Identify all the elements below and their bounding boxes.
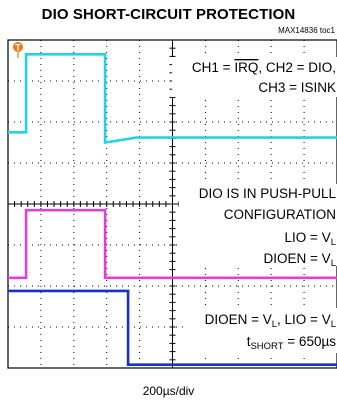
- figure-id: MAX14836 toc1: [278, 26, 335, 35]
- channel-legend-box: CH1 = IRQ, CH2 = DIO, CH3 = ISINK: [172, 57, 337, 97]
- short-annotation-box: DIOEN = VL, LIO = VL tSHORT = 650µs: [183, 308, 337, 353]
- traces: [8, 52, 337, 367]
- dioen-condition: DIOEN = VL: [264, 251, 336, 269]
- dioen-lio-condition: DIOEN = VL, LIO = VL: [205, 312, 336, 330]
- irq-overline-label: IRQ: [234, 60, 258, 75]
- trigger-marker-label: T: [15, 43, 21, 53]
- channel-legend-line-2: CH3 = ISINK: [258, 80, 336, 95]
- channel-legend-line-1: CH1 = IRQ, CH2 = DIO,: [192, 60, 336, 75]
- annotations: CH1 = IRQ, CH2 = DIO, CH3 = ISINK DIO IS…: [172, 57, 337, 353]
- x-axis-label: 200µs/div: [142, 384, 195, 398]
- lio-condition: LIO = VL: [285, 230, 336, 248]
- tshort-value: tSHORT = 650µs: [247, 334, 337, 352]
- chart-title: DIO SHORT-CIRCUIT PROTECTION: [41, 6, 296, 23]
- trace-ch2: [8, 208, 337, 280]
- trigger-marker: T: [13, 42, 23, 58]
- trace-ch1: [8, 52, 337, 145]
- config-annotation-box: DIO IS IN PUSH-PULL CONFIGURATION LIO = …: [179, 184, 337, 269]
- config-line-1: DIO IS IN PUSH-PULL: [199, 186, 337, 201]
- config-line-2: CONFIGURATION: [224, 207, 336, 222]
- trace-ch3: [8, 289, 337, 367]
